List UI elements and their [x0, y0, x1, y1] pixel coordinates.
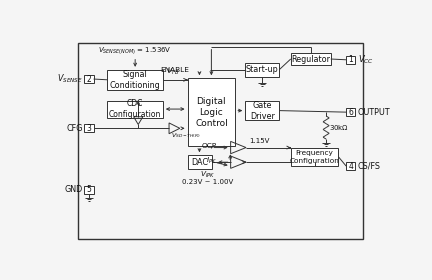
Text: $V_{CC}$: $V_{CC}$	[358, 53, 374, 66]
Text: $V_{SENSE(NOM)}$ = 1.536V: $V_{SENSE(NOM)}$ = 1.536V	[98, 45, 172, 56]
Text: Gate
Driver: Gate Driver	[250, 101, 275, 121]
Text: ENABLE: ENABLE	[160, 67, 189, 73]
Text: Frequency
Configuration: Frequency Configuration	[289, 150, 340, 164]
Text: GND: GND	[64, 185, 83, 194]
Text: Signal
Conditioning: Signal Conditioning	[110, 70, 161, 90]
Bar	[78, 43, 363, 239]
Bar	[84, 75, 94, 83]
Text: $V_{FB}$: $V_{FB}$	[166, 67, 179, 77]
Text: 4: 4	[348, 162, 353, 171]
Bar	[108, 70, 163, 90]
Bar	[245, 63, 279, 77]
Text: Digital
Logic
Control: Digital Logic Control	[195, 97, 228, 128]
Text: 2: 2	[86, 74, 91, 83]
Bar	[346, 56, 356, 64]
Text: $V_{SENSE}$: $V_{SENSE}$	[57, 73, 83, 85]
Text: 6: 6	[348, 108, 353, 117]
Text: CFG: CFG	[67, 124, 83, 133]
Bar	[108, 101, 163, 118]
Bar	[245, 101, 279, 120]
Text: CDC
Configuration: CDC Configuration	[109, 99, 161, 119]
Text: 1: 1	[348, 55, 353, 64]
Text: DAC: DAC	[191, 158, 208, 167]
Bar	[84, 124, 94, 132]
Bar	[187, 78, 235, 146]
Bar	[346, 162, 356, 170]
Bar	[291, 148, 338, 166]
Bar	[84, 186, 94, 194]
Bar	[187, 155, 212, 169]
Text: 3: 3	[86, 124, 92, 133]
Text: Start-up: Start-up	[246, 65, 279, 74]
Text: Regulator: Regulator	[291, 55, 330, 64]
Bar	[291, 53, 331, 65]
Text: OUTPUT: OUTPUT	[358, 108, 391, 117]
Text: 1.15V: 1.15V	[249, 139, 270, 144]
Text: $I_{PK}$: $I_{PK}$	[206, 156, 217, 166]
Text: OCP: OCP	[202, 143, 217, 149]
Text: 30k$\Omega$: 30k$\Omega$	[329, 123, 349, 132]
Bar	[346, 108, 356, 116]
Text: $V_{IPK}$: $V_{IPK}$	[200, 170, 215, 180]
Text: $V_{SD-TH(R)}$: $V_{SD-TH(R)}$	[172, 132, 201, 140]
Text: CS/FS: CS/FS	[358, 162, 381, 171]
Text: 0.23V ~ 1.00V: 0.23V ~ 1.00V	[182, 179, 233, 185]
Text: 5: 5	[86, 185, 92, 194]
